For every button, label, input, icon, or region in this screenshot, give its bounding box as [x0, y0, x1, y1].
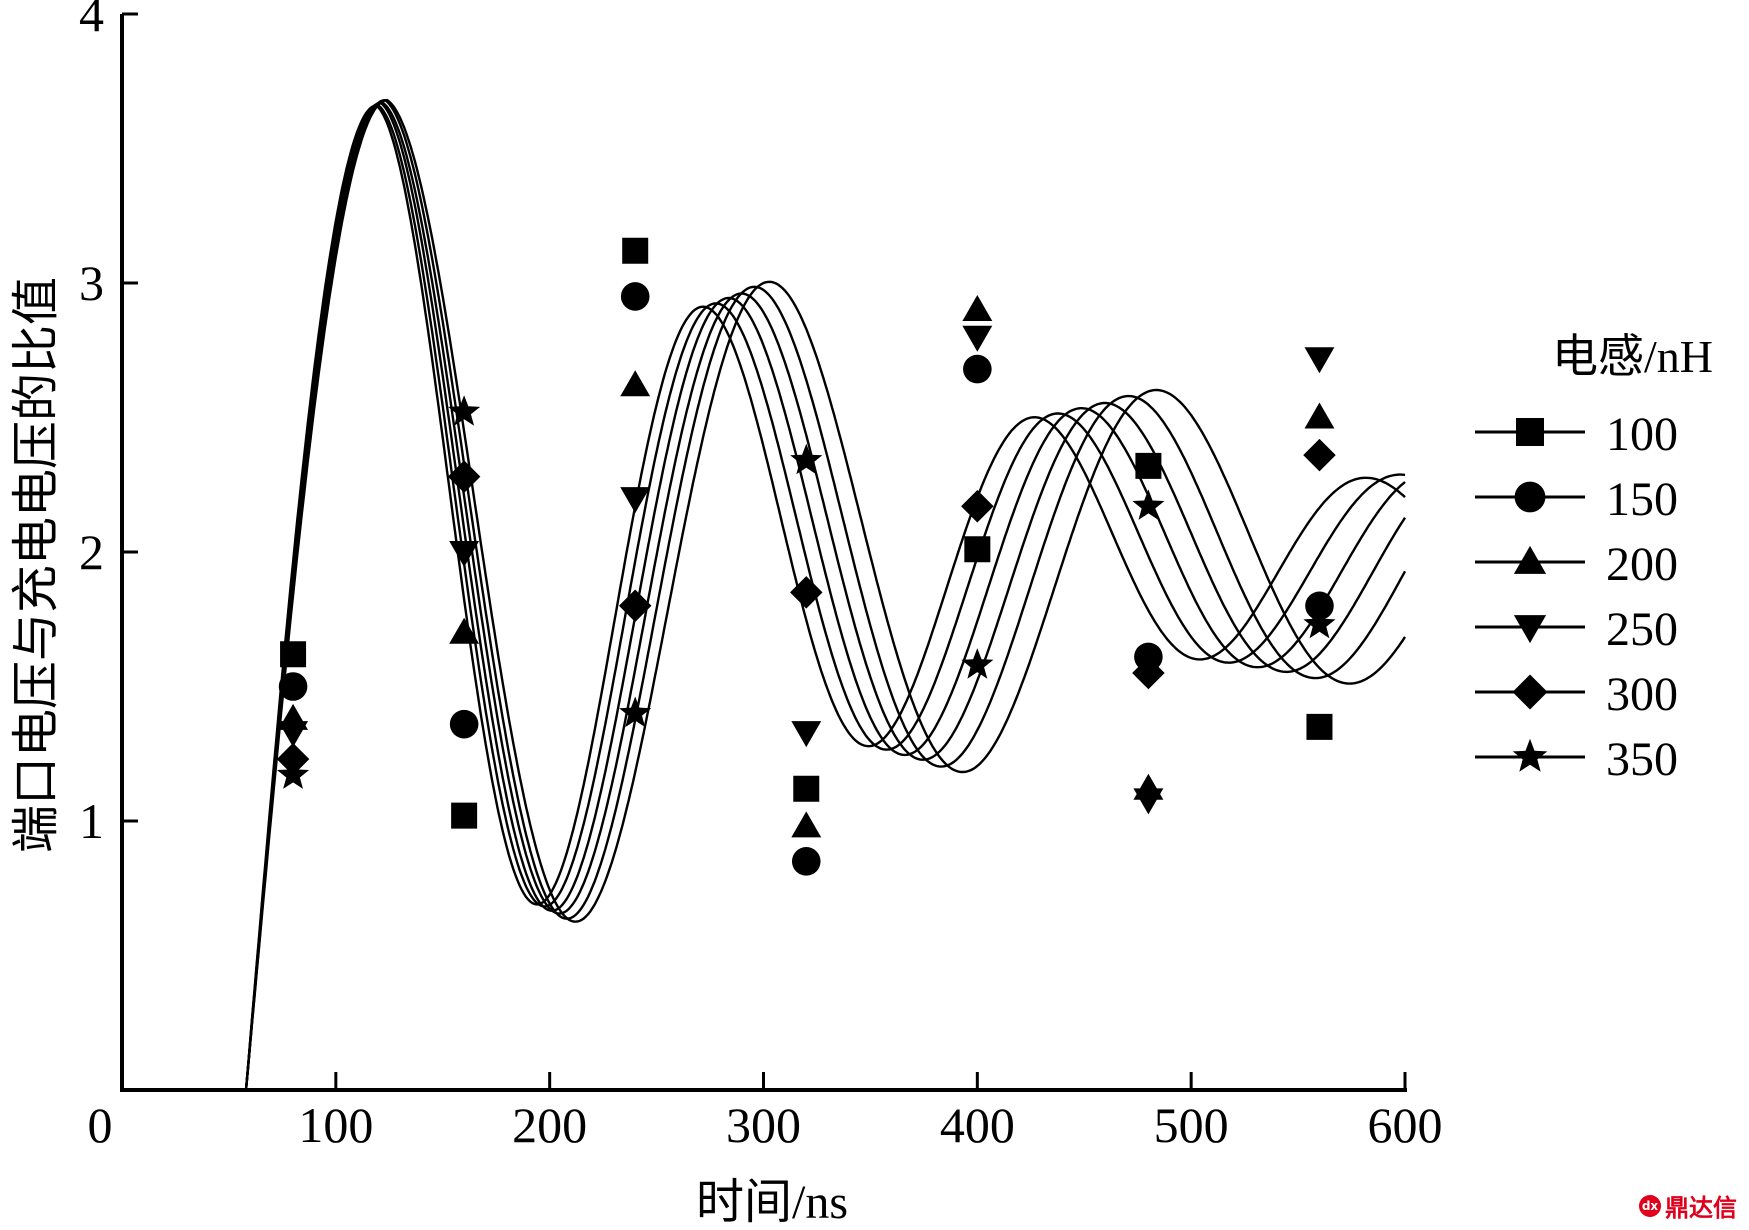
x-tick-label: 100 — [298, 1097, 373, 1153]
marker-square-100 — [1306, 713, 1333, 740]
y-tick-label: 4 — [79, 0, 104, 42]
series-line-250 — [244, 101, 1407, 1091]
series-line-300 — [244, 98, 1407, 1091]
marker-diamond-300 — [961, 490, 994, 523]
marker-diamond-300 — [447, 460, 481, 493]
legend-label-200: 200 — [1606, 538, 1678, 591]
legend-label-300: 300 — [1606, 668, 1678, 721]
legend-marker-triangle-down — [1513, 615, 1547, 644]
marker-square-100 — [1135, 452, 1162, 479]
legend-marker-triangle-up — [1513, 545, 1547, 574]
marker-star-350 — [277, 758, 310, 789]
marker-triangle-down-250 — [620, 487, 651, 514]
marker-triangle-down-250 — [962, 325, 993, 352]
marker-diamond-300 — [1303, 438, 1336, 472]
y-tick-label: 2 — [79, 524, 104, 580]
marker-triangle-down-250 — [449, 540, 480, 567]
marker-triangle-up-200 — [962, 294, 993, 321]
marker-triangle-up-200 — [791, 811, 822, 838]
marker-circle-150 — [278, 672, 308, 701]
series-line-150 — [244, 104, 1406, 1091]
marker-star-350 — [961, 648, 994, 679]
marker-circle-150 — [620, 282, 650, 311]
marker-star-350 — [448, 395, 481, 426]
marker-diamond-300 — [790, 576, 823, 609]
marker-circle-150 — [1305, 591, 1334, 621]
legend: 电感/nH 100 150 200 250 300 350 — [1475, 331, 1713, 786]
marker-square-100 — [793, 775, 820, 802]
x-tick-label: 300 — [726, 1097, 801, 1153]
marker-triangle-down-250 — [791, 721, 822, 748]
marker-diamond-300 — [618, 589, 652, 623]
x-axis-title: 时间/ns — [696, 1176, 848, 1225]
marker-star-350 — [790, 443, 823, 475]
axis-ticks: 0 100 200 300 400 500 600 1 2 3 4 — [79, 0, 1443, 1153]
marker-square-100 — [964, 536, 991, 563]
legend-marker-diamond — [1512, 674, 1548, 710]
y-tick-label: 1 — [79, 793, 104, 849]
y-tick-label: 3 — [79, 255, 104, 311]
marker-diamond-300 — [1132, 656, 1165, 690]
marker-square-100 — [280, 641, 307, 668]
marker-triangle-down-250 — [1133, 788, 1164, 815]
legend-marker-star — [1512, 738, 1548, 772]
series-line-200 — [244, 101, 1406, 1091]
x-tick-label: 0 — [88, 1097, 113, 1153]
marker-star-350 — [619, 696, 652, 728]
marker-triangle-up-200 — [620, 370, 651, 397]
marker-square-100 — [451, 802, 478, 829]
watermark-logo-icon: dx — [1639, 1194, 1661, 1217]
marker-circle-150 — [449, 709, 479, 739]
x-tick-label: 400 — [940, 1097, 1015, 1153]
series-markers — [276, 237, 1336, 876]
marker-circle-150 — [963, 354, 992, 384]
legend-label-250: 250 — [1606, 603, 1678, 656]
series-line-350 — [244, 98, 1407, 1091]
marker-circle-150 — [791, 847, 821, 876]
legend-label-100: 100 — [1606, 408, 1678, 461]
marker-triangle-up-200 — [449, 617, 480, 644]
legend-label-150: 150 — [1606, 473, 1678, 526]
x-tick-label: 500 — [1154, 1097, 1229, 1153]
marker-triangle-down-250 — [278, 721, 309, 748]
legend-label-350: 350 — [1606, 733, 1678, 786]
marker-triangle-down-250 — [1304, 347, 1335, 374]
x-tick-label: 200 — [512, 1097, 587, 1153]
marker-star-350 — [1303, 607, 1336, 639]
x-tick-label: 600 — [1368, 1097, 1443, 1153]
watermark-text: 鼎达信 — [1665, 1194, 1737, 1222]
marker-triangle-up-200 — [1304, 402, 1335, 429]
marker-square-100 — [622, 237, 649, 264]
legend-title: 电感/nH — [1552, 331, 1713, 382]
legend-marker-square — [1516, 418, 1544, 446]
series-lines — [244, 98, 1407, 1091]
marker-star-350 — [1132, 489, 1165, 520]
watermark: dx 鼎达信 — [1639, 1188, 1737, 1223]
y-axis-title: 端口电压与充电电压的比值 — [10, 277, 63, 853]
axes — [120, 14, 1407, 1092]
legend-marker-circle — [1514, 481, 1546, 513]
